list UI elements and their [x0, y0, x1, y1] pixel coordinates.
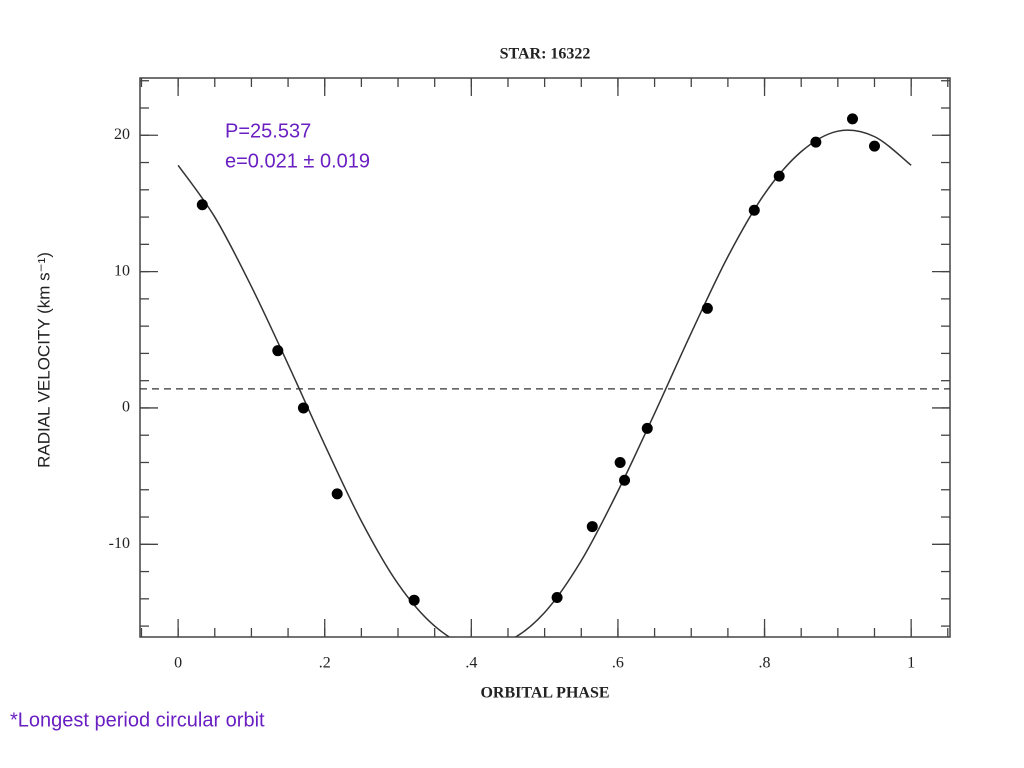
y-tick-label: 20: [114, 126, 130, 143]
footnote: *Longest period circular orbit: [10, 709, 265, 731]
x-tick-label: 1: [907, 655, 915, 672]
x-tick-label: 0: [174, 655, 182, 672]
data-point: [551, 591, 563, 603]
y-tick-label: 10: [114, 262, 130, 279]
x-tick-label: .6: [612, 655, 624, 672]
y-axis-label: RADIAL VELOCITY (km s⁻¹): [34, 252, 53, 468]
data-point: [408, 594, 420, 606]
x-tick-label: .2: [319, 655, 331, 672]
y-tick-label: -10: [109, 535, 130, 552]
data-point: [701, 302, 713, 314]
annotation: e=0.021 ± 0.019: [225, 150, 370, 172]
x-axis-label: ORBITAL PHASE: [480, 685, 609, 702]
data-point: [297, 402, 309, 414]
data-point: [847, 113, 859, 125]
x-tick-label: .4: [465, 655, 477, 672]
data-point: [619, 474, 631, 486]
data-point: [614, 456, 626, 468]
data-point: [748, 204, 760, 216]
chart-title: STAR: 16322: [500, 46, 591, 63]
data-point: [586, 521, 598, 533]
data-point: [331, 488, 343, 500]
data-point: [641, 422, 653, 434]
data-point: [810, 136, 822, 148]
data-point: [773, 170, 785, 182]
y-tick-label: 0: [122, 399, 130, 416]
x-tick-label: .8: [759, 655, 771, 672]
annotation: P=25.537: [225, 120, 311, 142]
data-point: [868, 140, 880, 152]
data-point: [272, 345, 284, 357]
plot-area: [140, 113, 950, 637]
data-point: [196, 199, 208, 211]
